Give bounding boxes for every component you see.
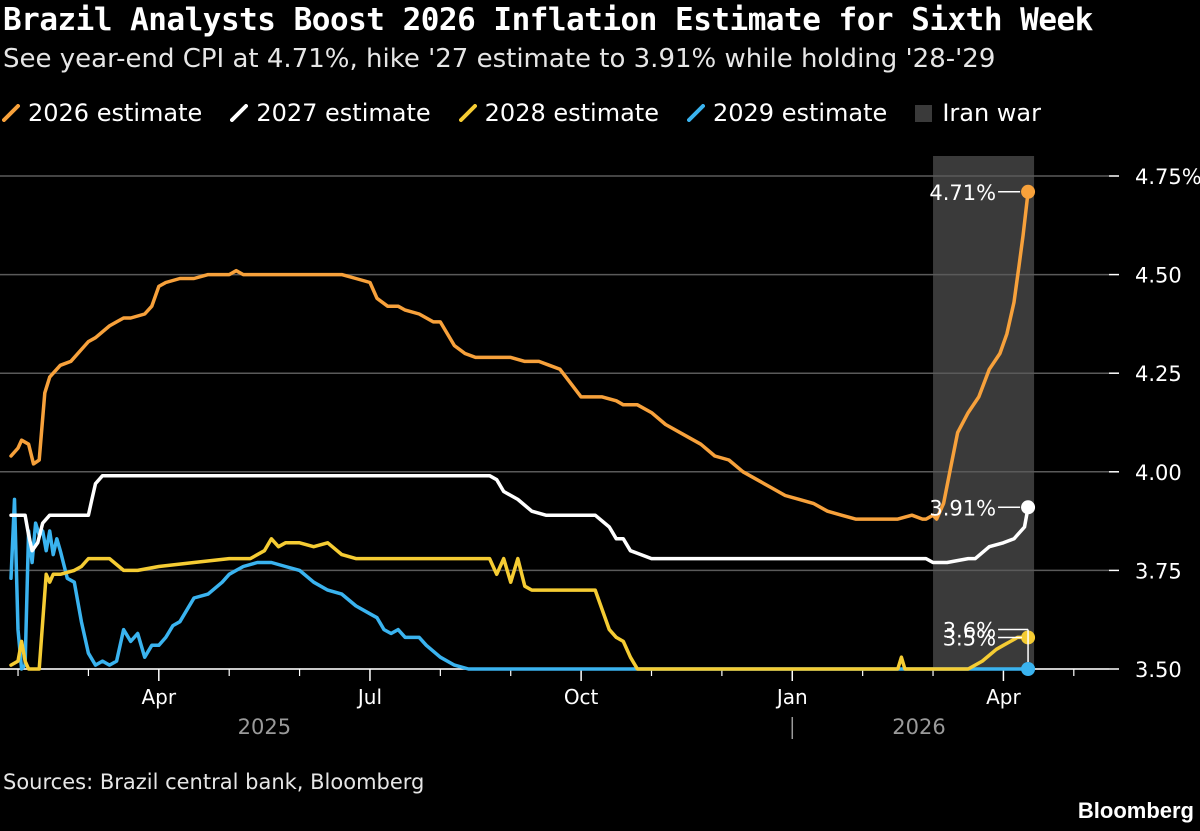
legend-line-icon [230,104,249,122]
legend-label: Iran war [942,99,1042,127]
x-tick-label: Oct [564,685,599,709]
chart-subtitle: See year-end CPI at 4.71%, hike '27 esti… [3,44,996,74]
end-label-2027: 3.91% [929,496,996,520]
legend-item-2026: 2026 estimate [2,99,202,127]
legend-line-icon [2,104,20,122]
legend-label: 2027 estimate [256,99,431,127]
bloomberg-logo: Bloomberg [1077,798,1194,823]
end-label-2029: 3.6% [943,619,996,643]
legend-label: 2028 estimate [484,99,659,127]
x-tick-label: Apr [986,685,1021,709]
legend-line-icon [686,104,705,122]
legend-box-icon [915,104,933,122]
end-marker-2027 [1021,500,1036,515]
year-label: 2026 [892,715,945,739]
x-tick-label: Jul [356,685,382,709]
legend-item-2029: 2029 estimate [686,99,888,127]
end-label-2026: 4.71% [929,181,996,205]
chart-title: Brazil Analysts Boost 2026 Inflation Est… [3,2,1093,38]
end-marker-2026 [1021,184,1036,199]
y-tick-label: 4.00 [1135,461,1182,485]
legend-label: 2026 estimate [28,99,203,127]
y-tick-label: 3.50 [1135,658,1182,682]
end-marker-2029 [1021,662,1036,676]
x-tick-label: Jan [775,685,808,709]
legend-item-2028: 2028 estimate [458,99,659,127]
legend-line-icon [458,104,477,122]
series-line-2027 [9,473,1030,565]
series-line-2029 [9,497,1030,671]
series-line-2028 [9,537,1030,671]
legend-item-iran-war: Iran war [915,99,1041,127]
shaded-region-iran-war [933,156,1035,669]
y-tick-label: 3.75 [1135,559,1182,583]
legend-item-2027: 2027 estimate [230,99,431,127]
x-tick-label: Apr [142,685,177,709]
y-tick-label: 4.50 [1135,264,1182,288]
series-line-2026 [9,190,1030,521]
legend-label: 2029 estimate [712,99,888,127]
end-label-2028: 3.5% [943,626,996,650]
line-chart: 4.75% 4.50 4.25 4.00 3.75 3.50 Apr Jul Oct Jan Apr… [0,156,1200,739]
year-label: 2025 [238,715,291,739]
y-tick-label: 4.25 [1135,362,1182,386]
source-note: Sources: Brazil central bank, Bloomberg [3,770,425,794]
chart-legend: 2026 estimate 2027 estimate 2028 estimat… [2,98,1069,128]
y-tick-label: 4.75% [1135,165,1200,189]
